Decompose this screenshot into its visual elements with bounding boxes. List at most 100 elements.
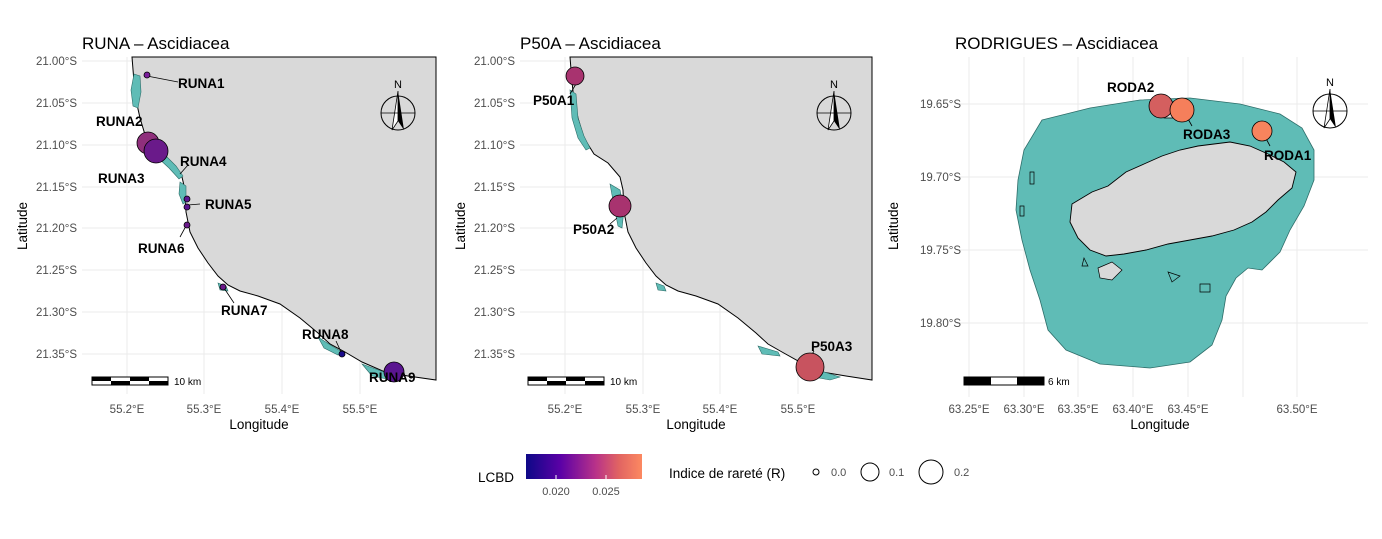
y-tick: 19.80°S [920,318,961,330]
legend-rarity-circle [860,462,880,482]
legend: LCBD 0.020 0.025 Indice de rareté (R) 0.… [478,454,969,498]
site-point-runa4[interactable] [183,195,191,203]
islet [1199,283,1211,293]
panel-runa: RUNA – Ascidiacea [15,34,437,432]
y-tick: 19.65°S [920,99,961,111]
y-tick: 21.30°S [36,307,77,319]
y-tick: 21.25°S [474,265,515,277]
legend-rarity-title: Indice de rareté (R) [669,466,785,481]
scale-label: 10 km [174,377,201,388]
y-axis-ticks: 21.00°S 21.05°S 21.10°S 21.15°S 21.20°S … [474,56,515,361]
y-tick: 21.15°S [474,182,515,194]
site-point-roda2[interactable] [1148,93,1174,119]
y-tick: 21.10°S [36,140,77,152]
site-point-runa8[interactable] [338,350,346,358]
y-tick: 21.00°S [474,56,515,68]
x-tick: 63.30°E [1003,404,1044,416]
site-label: RUNA2 [96,114,143,129]
legend-lcbd-tick: 0.020 [542,486,570,498]
scale-bar: 10 km [91,376,201,388]
legend-rarity-tick: 0.1 [889,467,904,479]
reef-strip [655,282,667,292]
site-point-runa6[interactable] [183,221,191,229]
y-tick: 19.70°S [920,172,961,184]
legend-rarity-tick: 0.2 [954,467,969,479]
site-point-p50a1[interactable] [565,66,585,86]
scale-label: 10 km [610,377,637,388]
reef-strip [757,345,781,357]
site-label: RUNA7 [221,303,268,318]
legend-rarity-circle [812,468,820,476]
islet [1081,256,1089,267]
site-label: P50A2 [573,222,614,237]
legend-rarity-tick: 0.0 [831,467,846,479]
site-point-p50a3[interactable] [795,352,825,382]
islet [1167,271,1181,283]
y-axis-label: Latitude [886,202,901,250]
site-point-runa7[interactable] [219,283,227,291]
site-label: RUNA6 [138,241,185,256]
north-label: N [830,79,838,91]
x-tick: 63.35°E [1057,404,1098,416]
islet [1029,171,1035,185]
x-tick: 55.4°E [265,404,300,416]
y-axis-label: Latitude [15,202,30,250]
y-tick: 21.35°S [474,349,515,361]
x-tick: 55.5°E [781,404,816,416]
site-label: P50A1 [533,93,575,108]
site-point-runa5[interactable] [183,203,191,211]
site-point-runa3[interactable] [143,138,169,164]
y-axis-ticks: 19.65°S 19.70°S 19.75°S 19.80°S [920,99,961,330]
x-tick: 55.4°E [703,404,738,416]
y-tick: 21.20°S [36,223,77,235]
land-polygon [569,56,873,381]
y-axis-label: Latitude [453,202,468,250]
site-label: RUNA9 [369,370,416,385]
y-tick: 21.25°S [36,265,77,277]
x-tick: 55.5°E [343,404,378,416]
x-tick: 63.45°E [1167,404,1208,416]
north-label: N [1326,77,1334,89]
reef-strip [130,73,142,109]
x-axis-ticks: 55.2°E 55.3°E 55.4°E 55.5°E [548,404,816,416]
x-tick: 55.2°E [110,404,145,416]
site-label: RUNA5 [205,197,252,212]
site-point-p50a2[interactable] [608,194,632,218]
x-tick: 63.40°E [1112,404,1153,416]
y-tick: 21.15°S [36,182,77,194]
panel-p50a: P50A – Ascidiacea P50A1 P50A2 P50A3 [453,34,873,432]
x-tick: 55.2°E [548,404,583,416]
site-label: RUNA3 [98,171,145,186]
legend-lcbd-colorbar [526,454,642,479]
legend-rarity-circle [918,459,944,485]
panel-rodrigues: RODRIGUES – Ascidiacea RODA2 RODA3 RO [886,34,1368,432]
site-label: RUNA4 [180,154,227,169]
scale-label: 6 km [1048,377,1070,388]
site-point-roda1[interactable] [1251,120,1273,142]
site-label: RUNA8 [302,327,349,342]
north-arrow-icon: N [380,79,416,131]
north-arrow-icon: N [1312,77,1348,129]
x-axis-ticks: 63.25°E 63.30°E 63.35°E 63.40°E 63.45°E … [948,404,1317,416]
site-label: RUNA1 [178,76,225,91]
site-point-roda3[interactable] [1169,97,1195,123]
site-point-runa9[interactable] [383,361,405,383]
north-arrow-icon: N [816,79,852,131]
x-axis-label: Longitude [1130,417,1189,432]
y-tick: 21.00°S [36,56,77,68]
y-tick: 19.75°S [920,245,961,257]
x-tick: 55.3°E [187,404,222,416]
site-label: RODA3 [1183,127,1231,142]
site-point-runa1[interactable] [143,71,151,79]
site-label: RODA1 [1264,148,1312,163]
y-tick: 21.05°S [36,98,77,110]
island-polygon [1069,141,1297,257]
y-tick: 21.20°S [474,223,515,235]
panel-title: RUNA – Ascidiacea [82,34,230,53]
legend-lcbd-title: LCBD [478,470,514,485]
x-axis-label: Longitude [229,417,288,432]
north-label: N [394,79,402,91]
x-tick: 63.25°E [948,404,989,416]
x-axis-ticks: 55.2°E 55.3°E 55.4°E 55.5°E [110,404,378,416]
